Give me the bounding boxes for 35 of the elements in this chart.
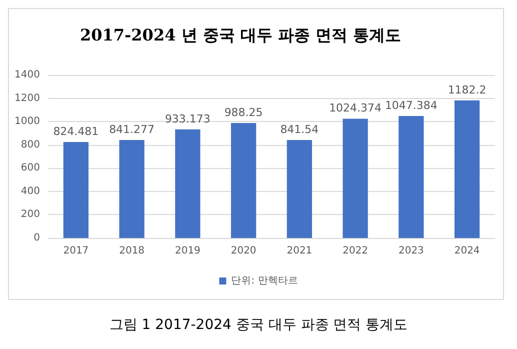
y-tick-label: 200 xyxy=(20,209,40,220)
data-label: 933.173 xyxy=(164,112,210,126)
x-tick-label: 2020 xyxy=(230,246,256,256)
x-tick-label: 2019 xyxy=(174,246,200,256)
bar xyxy=(230,122,256,238)
data-label: 1047.384 xyxy=(384,99,438,112)
y-tick-label: 1200 xyxy=(14,92,40,104)
data-label: 824.481 xyxy=(53,125,99,138)
x-tick-label: 2021 xyxy=(286,246,312,256)
legend-label: 단위: 만헥타르 xyxy=(231,276,298,286)
y-tick-label: 400 xyxy=(20,186,40,197)
y-tick-label: 1400 xyxy=(14,70,40,80)
x-tick-label: 2017 xyxy=(63,246,89,256)
data-label: 1182.2 xyxy=(448,83,486,96)
x-tick-label: 2023 xyxy=(398,246,424,256)
bar xyxy=(398,116,424,238)
bar xyxy=(286,140,312,238)
y-tick-label: 800 xyxy=(20,139,40,150)
bar xyxy=(454,100,480,238)
data-label: 841.54 xyxy=(280,123,319,136)
data-label: 988.25 xyxy=(224,106,263,119)
y-tick-label: 1000 xyxy=(14,116,40,128)
caption: 그림 1 2017-2024 중국 대두 파종 면적 통계도 xyxy=(109,317,408,333)
y-tick-label: 0 xyxy=(34,232,40,244)
bar xyxy=(119,140,144,238)
data-label: 841.277 xyxy=(109,123,155,136)
x-tick-label: 2022 xyxy=(342,246,368,256)
y-tick-label: 600 xyxy=(20,162,40,174)
bar xyxy=(63,142,89,238)
chart-title: 2017-2024 년 중국 대두 파종 면적 통계도 xyxy=(80,26,402,44)
data-label: 1024.374 xyxy=(329,102,382,115)
bar xyxy=(175,129,200,238)
bar xyxy=(342,118,368,238)
x-tick-label: 2018 xyxy=(119,246,145,256)
x-tick-label: 2024 xyxy=(454,246,480,256)
